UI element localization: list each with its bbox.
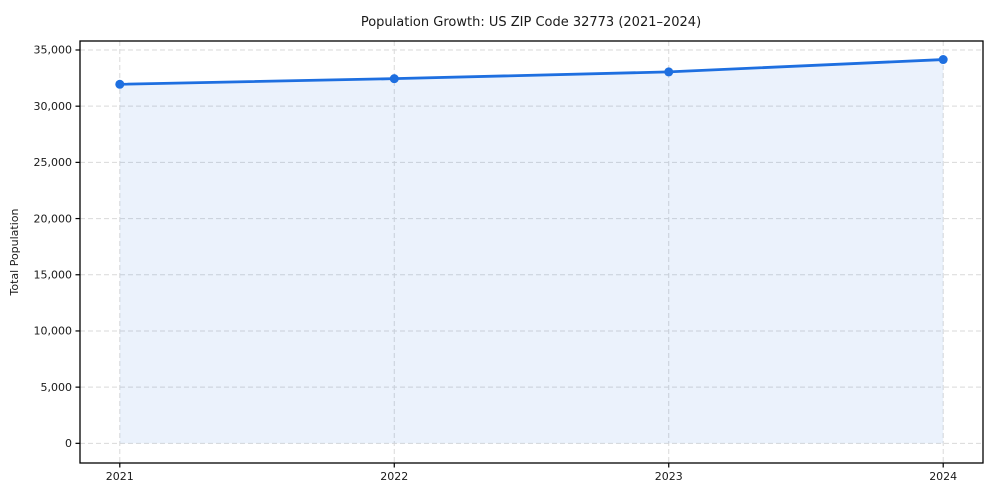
tick-labels: 2021 2022 2023 2024 0 5,000 10,000 15,000 20,000… [34, 44, 958, 483]
y-tick-label: 35,000 [34, 44, 73, 57]
y-tick-label: 10,000 [34, 325, 73, 338]
x-tick-label: 2023 [655, 470, 683, 483]
data-line [118, 58, 945, 86]
y-tick-label: 20,000 [34, 212, 73, 225]
data-point-2021 [115, 79, 125, 89]
data-points [115, 55, 948, 89]
y-tick-label: 0 [65, 437, 72, 450]
y-tick-label: 25,000 [34, 156, 73, 169]
x-tick-label: 2024 [929, 470, 957, 483]
data-point-2024 [938, 55, 948, 65]
data-point-2022 [389, 74, 399, 84]
y-tick-label: 30,000 [34, 100, 73, 113]
area-fill [119, 59, 944, 444]
series-area [119, 59, 944, 444]
y-tick-label: 5,000 [41, 381, 73, 394]
y-axis-title: Total Population [8, 208, 21, 296]
series-line [118, 58, 945, 86]
x-tick-label: 2021 [106, 470, 134, 483]
chart-title: Population Growth: US ZIP Code 32773 (20… [361, 15, 701, 30]
axis-ticks [75, 49, 944, 468]
x-tick-label: 2022 [380, 470, 408, 483]
data-point-2023 [664, 67, 674, 77]
plot-border [79, 40, 984, 464]
gridlines [80, 41, 983, 463]
y-tick-label: 15,000 [34, 268, 73, 281]
